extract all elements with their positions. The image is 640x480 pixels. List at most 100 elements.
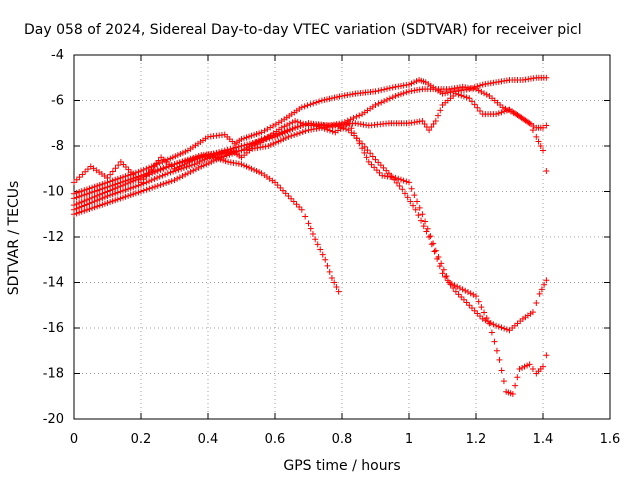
data-point — [227, 146, 234, 153]
data-point — [537, 143, 544, 149]
data-point — [162, 171, 169, 178]
data-point — [186, 163, 193, 170]
data-point — [232, 144, 239, 151]
data-point — [86, 200, 93, 207]
data-point — [159, 172, 166, 179]
data-point — [386, 95, 393, 102]
data-point — [371, 164, 378, 171]
data-point — [117, 175, 124, 182]
x-tick-label: 1.6 — [600, 432, 621, 447]
data-point — [73, 189, 80, 196]
data-point — [192, 155, 199, 162]
x-tick-label: 0.4 — [198, 432, 219, 447]
data-point — [507, 108, 514, 115]
data-point — [149, 184, 156, 191]
data-point — [332, 122, 339, 129]
data-point — [309, 230, 316, 237]
data-point — [282, 135, 289, 142]
data-point — [96, 202, 103, 209]
data-point — [329, 128, 336, 135]
data-point — [296, 203, 303, 210]
plot-frame — [73, 54, 611, 420]
data-point — [464, 289, 471, 296]
data-point — [341, 118, 348, 125]
data-point — [314, 241, 321, 248]
data-point — [333, 94, 340, 101]
data-point — [112, 165, 119, 172]
data-point — [84, 166, 91, 173]
data-point — [543, 74, 550, 81]
data-point — [391, 176, 398, 183]
data-point — [157, 165, 164, 172]
data-point — [443, 273, 450, 280]
data-point — [256, 130, 263, 137]
y-tick-label: -6 — [51, 94, 64, 109]
data-point — [326, 268, 333, 275]
data-point — [184, 170, 191, 177]
data-point — [187, 168, 194, 175]
data-point — [168, 162, 175, 169]
data-point — [165, 179, 172, 186]
data-point — [369, 153, 376, 160]
data-point — [418, 217, 425, 224]
data-point — [140, 166, 147, 173]
data-point — [509, 390, 516, 397]
data-point — [253, 131, 260, 138]
data-point — [380, 164, 387, 171]
data-point — [456, 284, 463, 291]
data-point — [381, 98, 388, 105]
data-point — [322, 256, 329, 263]
data-point — [179, 159, 186, 166]
data-point — [386, 85, 393, 92]
data-point — [521, 363, 528, 370]
data-point — [293, 201, 300, 208]
data-point — [302, 213, 309, 220]
data-point — [148, 163, 155, 170]
data-point — [502, 105, 509, 112]
data-point — [274, 132, 281, 139]
data-point — [127, 185, 134, 192]
data-point — [400, 177, 407, 184]
data-point — [246, 164, 253, 171]
data-point — [421, 121, 428, 128]
data-point — [117, 188, 124, 195]
data-point — [238, 136, 245, 143]
data-point — [485, 318, 492, 325]
data-point — [367, 150, 374, 157]
data-point — [444, 277, 451, 284]
data-point — [197, 154, 204, 161]
y-tick-label: -20 — [43, 412, 64, 427]
data-point — [202, 152, 209, 159]
data-point — [148, 177, 155, 184]
data-point — [89, 199, 96, 206]
data-point — [210, 150, 217, 157]
data-point — [299, 129, 306, 136]
data-point — [493, 322, 500, 329]
data-point — [154, 182, 161, 189]
data-point — [221, 153, 228, 160]
data-point — [420, 223, 427, 230]
data-point — [543, 168, 550, 175]
data-point — [482, 317, 489, 324]
y-tick-label: -12 — [43, 230, 64, 245]
data-point — [71, 211, 77, 218]
data-point — [536, 290, 543, 297]
data-point — [76, 189, 83, 196]
data-point — [479, 315, 486, 322]
data-point — [94, 197, 101, 204]
data-point — [226, 151, 233, 158]
data-point — [143, 179, 150, 186]
data-point — [477, 107, 484, 114]
data-point — [335, 288, 342, 295]
data-point — [483, 91, 490, 98]
x-tick-label: 0.8 — [332, 432, 353, 447]
data-point — [199, 153, 206, 160]
data-point — [301, 103, 308, 110]
data-point — [109, 168, 116, 175]
data-point — [167, 155, 174, 162]
data-point — [498, 367, 505, 374]
data-point — [488, 329, 495, 336]
data-point — [171, 177, 178, 184]
data-point — [423, 228, 430, 235]
data-point — [286, 120, 293, 127]
